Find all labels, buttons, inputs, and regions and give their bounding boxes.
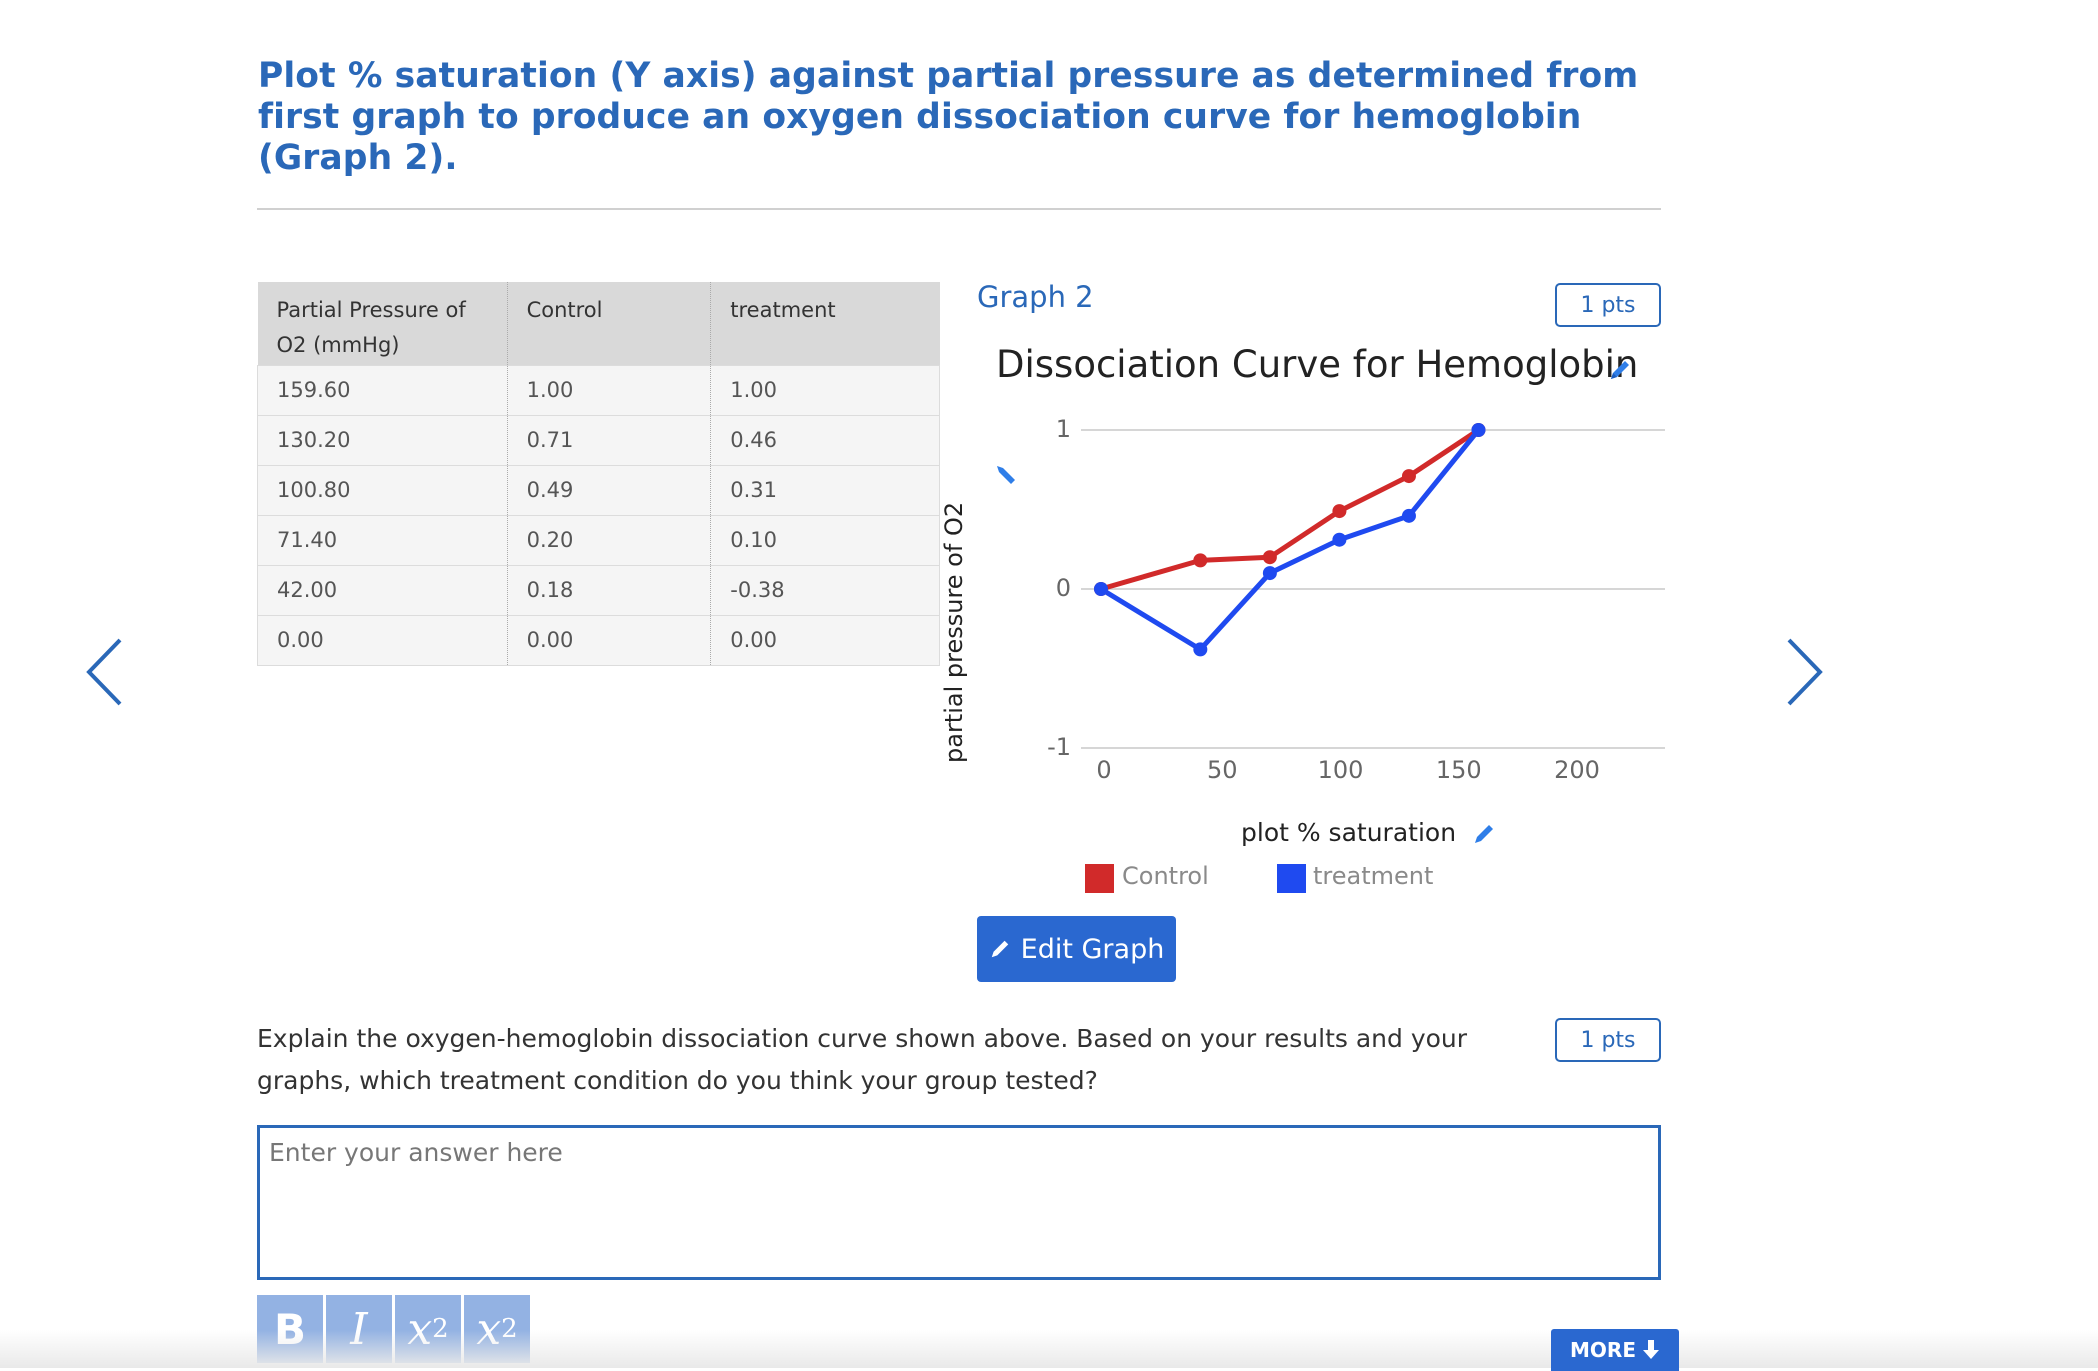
table-header-control: Control bbox=[506, 282, 711, 365]
bottom-shade bbox=[0, 1330, 2098, 1368]
table-cell: 0.18 bbox=[506, 564, 711, 616]
table-cell: 0.00 bbox=[506, 614, 711, 666]
question-points-badge: 1 pts bbox=[1555, 1018, 1661, 1062]
table-row: 159.60 1.00 1.00 bbox=[257, 364, 940, 416]
data-point-treatment bbox=[1471, 423, 1486, 437]
chevron-left-icon[interactable] bbox=[84, 637, 124, 707]
pencil-icon bbox=[991, 940, 1008, 958]
table-cell: 1.00 bbox=[710, 364, 940, 416]
table-header-pressure: Partial Pressure of O2 (mmHg) bbox=[257, 282, 508, 365]
pencil-icon[interactable] bbox=[1472, 822, 1496, 846]
edit-graph-label: Edit Graph bbox=[1020, 933, 1165, 965]
table-cell: 71.40 bbox=[257, 514, 508, 566]
data-point-control bbox=[1193, 553, 1208, 568]
table-cell: -0.38 bbox=[710, 564, 940, 616]
data-table: Partial Pressure of O2 (mmHg) Control tr… bbox=[257, 282, 940, 666]
table-cell: 130.20 bbox=[257, 414, 508, 466]
more-label: MORE bbox=[1570, 1338, 1636, 1362]
data-point-treatment bbox=[1401, 508, 1416, 523]
x-tick-label: 200 bbox=[1554, 756, 1600, 784]
arrow-down-icon bbox=[1642, 1340, 1659, 1359]
x-tick-label: 100 bbox=[1318, 756, 1364, 784]
x-axis-label: plot % saturation bbox=[1241, 818, 1457, 847]
table-cell: 100.80 bbox=[257, 464, 508, 516]
data-point-control bbox=[1262, 550, 1277, 565]
chart-title: Dissociation Curve for Hemoglobin bbox=[996, 343, 1639, 386]
data-point-control bbox=[1332, 504, 1347, 519]
table-row: 71.40 0.20 0.10 bbox=[257, 514, 940, 566]
table-header-row: Partial Pressure of O2 (mmHg) Control tr… bbox=[257, 282, 940, 365]
series-line-control bbox=[1100, 427, 1480, 592]
legend-treatment-swatch bbox=[1277, 864, 1306, 893]
data-point-treatment bbox=[1193, 642, 1208, 657]
table-cell: 0.20 bbox=[506, 514, 711, 566]
y-tick-label: 1 bbox=[1056, 415, 1071, 443]
table-cell: 42.00 bbox=[257, 564, 508, 616]
legend-control-label: Control bbox=[1122, 862, 1209, 890]
x-tick-label: 50 bbox=[1207, 756, 1238, 784]
y-tick-label: -1 bbox=[1047, 733, 1071, 761]
x-tick-label: 0 bbox=[1096, 756, 1111, 784]
table-row: 130.20 0.71 0.46 bbox=[257, 414, 940, 466]
y-axis-label: partial pressure of O2 bbox=[940, 501, 968, 763]
x-tick-label: 150 bbox=[1436, 756, 1482, 784]
edit-graph-button[interactable]: Edit Graph bbox=[977, 916, 1176, 982]
table-row: 0.00 0.00 0.00 bbox=[257, 614, 940, 666]
data-point-treatment bbox=[1332, 532, 1347, 547]
table-cell: 0.31 bbox=[710, 464, 940, 516]
table-cell: 159.60 bbox=[257, 364, 508, 416]
dissociation-chart: 1 0 -1 0 50 100 150 200 bbox=[1047, 415, 1665, 784]
table-cell: 0.49 bbox=[506, 464, 711, 516]
graph-label: Graph 2 bbox=[977, 280, 1094, 314]
table-cell: 0.00 bbox=[257, 614, 508, 666]
table-row: 100.80 0.49 0.31 bbox=[257, 464, 940, 516]
question-text: Explain the oxygen-hemoglobin dissociati… bbox=[257, 1024, 1468, 1095]
series-line-treatment bbox=[1099, 428, 1481, 652]
chevron-right-icon[interactable] bbox=[1785, 637, 1825, 707]
table-cell: 1.00 bbox=[506, 364, 711, 416]
graph-points-badge: 1 pts bbox=[1555, 283, 1661, 327]
y-tick-label: 0 bbox=[1056, 574, 1071, 602]
table-cell: 0.00 bbox=[710, 614, 940, 666]
data-point-control bbox=[1401, 469, 1416, 484]
table-cell: 0.71 bbox=[506, 414, 711, 466]
legend-treatment-label: treatment bbox=[1313, 862, 1434, 890]
question-title: Plot % saturation (Y axis) against parti… bbox=[258, 56, 1639, 178]
more-button[interactable]: MORE bbox=[1551, 1329, 1679, 1371]
legend-control-swatch bbox=[1085, 864, 1114, 893]
pencil-icon[interactable] bbox=[994, 463, 1018, 487]
table-cell: 0.10 bbox=[710, 514, 940, 566]
pencil-icon[interactable] bbox=[1608, 358, 1632, 382]
data-point-treatment bbox=[1094, 582, 1108, 596]
table-header-treatment: treatment bbox=[710, 282, 940, 365]
data-point-treatment bbox=[1262, 566, 1277, 581]
table-row: 42.00 0.18 -0.38 bbox=[257, 564, 940, 616]
table-cell: 0.46 bbox=[710, 414, 940, 466]
divider bbox=[257, 208, 1661, 210]
answer-input[interactable]: Enter your answer here bbox=[257, 1125, 1661, 1280]
